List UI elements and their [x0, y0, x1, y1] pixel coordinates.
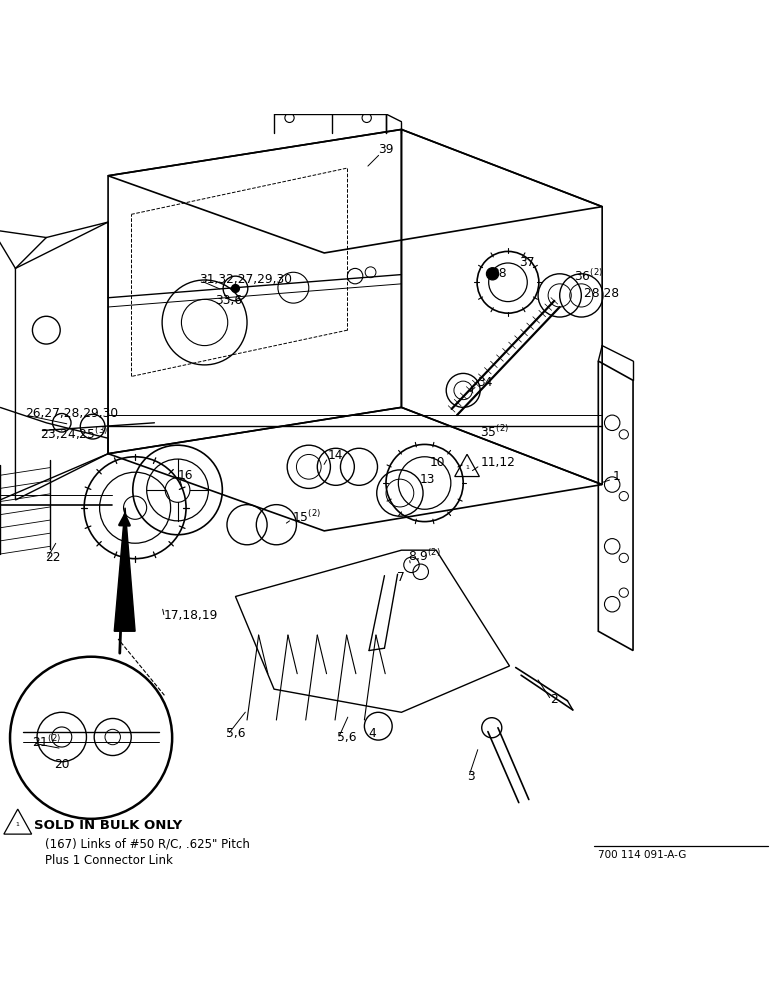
Text: 20: 20 — [54, 758, 69, 771]
Text: 39: 39 — [378, 143, 394, 156]
Text: 17,18,19: 17,18,19 — [164, 609, 218, 622]
Text: 16: 16 — [178, 469, 193, 482]
Text: 35$^{(2)}$: 35$^{(2)}$ — [480, 424, 510, 440]
Text: 14: 14 — [328, 449, 344, 462]
Polygon shape — [114, 508, 135, 631]
Text: 34: 34 — [477, 376, 493, 389]
Text: 21$^{(2)}$: 21$^{(2)}$ — [32, 734, 62, 750]
Text: 26,27,28,29,30: 26,27,28,29,30 — [25, 407, 118, 420]
Text: 28 28: 28 28 — [584, 287, 619, 300]
Text: 2: 2 — [550, 693, 557, 706]
Circle shape — [231, 284, 240, 293]
Text: 1: 1 — [15, 822, 20, 827]
Text: 38: 38 — [491, 267, 506, 280]
Text: 1: 1 — [612, 470, 620, 483]
Text: 36$^{(2)}$: 36$^{(2)}$ — [574, 268, 604, 284]
Text: 37: 37 — [519, 256, 534, 269]
Text: (167) Links of #50 R/C, .625" Pitch: (167) Links of #50 R/C, .625" Pitch — [45, 838, 249, 851]
Text: 5,6: 5,6 — [226, 727, 245, 740]
Text: 22: 22 — [45, 551, 60, 564]
Text: 33,6: 33,6 — [215, 294, 242, 307]
Text: 7: 7 — [397, 571, 405, 584]
Text: 11,12: 11,12 — [480, 456, 515, 469]
Text: 10: 10 — [429, 456, 445, 469]
Text: 13: 13 — [420, 473, 435, 486]
Text: 5,6: 5,6 — [337, 731, 356, 744]
Text: 1: 1 — [465, 465, 469, 470]
Text: Plus 1 Connector Link: Plus 1 Connector Link — [45, 854, 173, 867]
Circle shape — [486, 268, 499, 280]
Text: 3: 3 — [467, 770, 475, 783]
Text: 15$^{(2)}$: 15$^{(2)}$ — [292, 509, 321, 525]
Text: 8,9$^{(2)}$: 8,9$^{(2)}$ — [408, 547, 441, 564]
Text: 4: 4 — [368, 727, 376, 740]
Text: 31,32,27,29,30: 31,32,27,29,30 — [199, 273, 292, 286]
Text: 23,24,25$^{(3)}$: 23,24,25$^{(3)}$ — [40, 425, 108, 442]
Text: SOLD IN BULK ONLY: SOLD IN BULK ONLY — [34, 819, 182, 832]
Text: 700 114 091-A-G: 700 114 091-A-G — [598, 850, 686, 860]
